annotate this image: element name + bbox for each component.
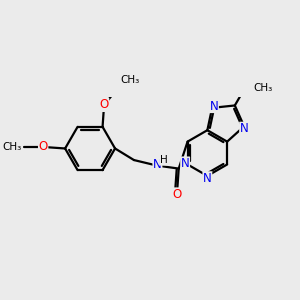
Text: H: H bbox=[160, 155, 167, 165]
Text: CH₃: CH₃ bbox=[253, 83, 272, 93]
Text: N: N bbox=[181, 157, 190, 170]
Text: CH₃: CH₃ bbox=[3, 142, 22, 152]
Text: O: O bbox=[38, 140, 48, 154]
Text: CH₃: CH₃ bbox=[121, 75, 140, 85]
Text: O: O bbox=[172, 188, 182, 201]
Text: O: O bbox=[100, 98, 109, 111]
Text: N: N bbox=[203, 172, 212, 185]
Text: N: N bbox=[240, 122, 248, 135]
Text: N: N bbox=[153, 158, 162, 171]
Text: N: N bbox=[210, 100, 218, 112]
